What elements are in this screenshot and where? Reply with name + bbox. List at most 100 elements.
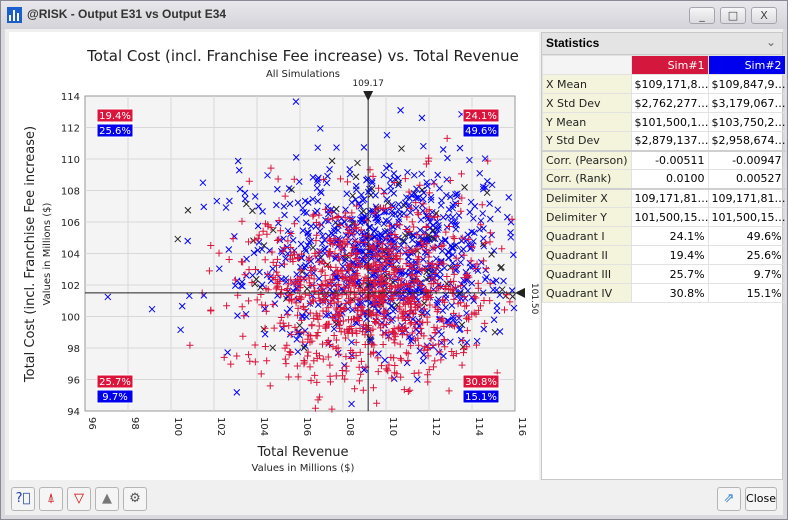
delimiter-y-handle[interactable]	[515, 287, 525, 298]
data-point-sim1	[280, 323, 288, 331]
stats-row-label: Delimiter X	[542, 187, 632, 208]
data-point-sim1	[375, 184, 383, 192]
data-point-sim1	[411, 324, 419, 332]
data-point-sim2	[377, 230, 385, 238]
y-tick-label: 110	[61, 155, 80, 166]
data-point-sim1	[361, 340, 369, 348]
scatter-chart[interactable]: Total Cost (incl. Franchise Fee increase…	[9, 32, 539, 480]
data-point-sim1	[406, 309, 414, 317]
x-tick-label: 96	[86, 417, 97, 430]
data-point-sim2	[392, 210, 399, 218]
chevron-down-icon[interactable]: ⌄	[765, 35, 776, 49]
delimiter-x-handle[interactable]	[363, 91, 374, 101]
data-point-sim2	[292, 98, 300, 106]
data-point-sim2	[286, 305, 294, 313]
data-point-sim1	[263, 230, 271, 238]
data-point-sim2	[372, 191, 379, 199]
data-point-sim1	[413, 231, 421, 239]
data-point-sim2	[348, 400, 355, 408]
data-point-sim1	[441, 298, 449, 306]
data-point-sim1	[465, 235, 473, 243]
data-point-sim1	[231, 276, 239, 284]
column-header-sim2[interactable]: Sim#2	[707, 55, 786, 75]
column-header-sim1[interactable]: Sim#1	[630, 55, 709, 75]
data-point-sim1	[400, 386, 408, 394]
data-point-sim1	[472, 294, 480, 302]
data-point-sim1	[344, 295, 352, 303]
data-point-sim1	[223, 302, 231, 310]
data-point-sim1	[378, 261, 386, 269]
data-point-sim2	[505, 193, 513, 201]
data-point-sim2	[394, 174, 402, 182]
data-point-sim1	[332, 336, 340, 344]
data-point-sim2	[269, 344, 277, 352]
data-point-sim1	[312, 219, 320, 227]
maximize-button[interactable]: □	[720, 7, 746, 24]
data-point-sim1	[293, 328, 301, 336]
data-point-sim1	[414, 334, 422, 342]
y-tick-label: 108	[61, 187, 80, 198]
data-point-sim1	[312, 237, 320, 245]
data-point-sim1	[404, 388, 412, 396]
data-point-sim2	[420, 142, 427, 150]
data-point-sim2	[488, 181, 496, 189]
export-button[interactable]: ⇗	[717, 487, 741, 511]
data-point-sim2	[333, 144, 340, 151]
data-point-sim1	[431, 303, 439, 311]
settings-button[interactable]: ⚙	[123, 487, 147, 511]
data-point-sim2	[442, 191, 450, 199]
data-point-sim1	[315, 211, 323, 219]
data-point-sim2	[407, 337, 415, 345]
data-point-sim1	[434, 284, 442, 292]
help-button[interactable]: ?⃝	[11, 487, 35, 511]
data-point-sim1	[293, 254, 301, 262]
data-point-sim2	[509, 293, 517, 300]
data-point-sim1	[401, 175, 409, 183]
close-button[interactable]: Close	[745, 487, 777, 511]
x-tick-label: 110	[387, 417, 398, 436]
data-point-sim2	[406, 209, 414, 217]
data-point-sim2	[104, 293, 112, 301]
data-point-sim1	[380, 190, 388, 198]
data-point-sim2	[424, 215, 432, 223]
data-point-sim2	[395, 206, 403, 213]
statistics-header[interactable]: Statistics ⌄	[542, 33, 782, 55]
close-window-button[interactable]: X	[751, 7, 777, 24]
data-point-sim2	[423, 236, 431, 244]
data-point-sim1	[315, 352, 323, 360]
data-point-sim1	[348, 209, 356, 217]
filter-button[interactable]: ▽	[67, 487, 91, 511]
stats-value-sim2: $109,847,9…	[707, 74, 786, 94]
delimiter-y-label: 101.50	[529, 283, 539, 315]
data-point-sim1	[386, 274, 394, 282]
data-point-sim1	[296, 284, 304, 292]
delimiter-button[interactable]: ⍋	[39, 487, 63, 511]
data-point-sim1	[240, 312, 248, 320]
data-point-sim2	[477, 217, 485, 225]
data-point-sim1	[369, 253, 377, 261]
data-point-sim1	[262, 307, 270, 315]
minimize-button[interactable]: _	[689, 7, 715, 24]
data-point-sim1	[294, 311, 302, 319]
data-point-sim1	[378, 298, 386, 306]
data-point-sim1	[285, 322, 293, 330]
data-point-sim2	[435, 221, 442, 229]
data-point-sim1	[418, 266, 426, 274]
data-point-sim1	[287, 331, 295, 339]
data-point-sim2	[239, 282, 246, 290]
data-point-sim1	[346, 298, 354, 306]
data-point-sim2	[466, 156, 473, 164]
data-point-sim1	[450, 235, 458, 243]
data-point-sim1	[288, 295, 296, 303]
distribution-button[interactable]: ▲	[95, 487, 119, 511]
window-title: @RISK - Output E31 vs Output E34	[27, 7, 227, 21]
data-point-sim1	[352, 327, 360, 335]
data-point-sim2	[328, 157, 336, 165]
data-point-sim1	[445, 387, 453, 395]
stats-row: Quadrant II 19.4% 25.6%	[542, 245, 786, 265]
data-point-sim1	[352, 254, 360, 262]
data-point-sim1	[246, 357, 254, 365]
data-point-sim1	[401, 308, 409, 316]
data-point-sim1	[312, 310, 320, 318]
